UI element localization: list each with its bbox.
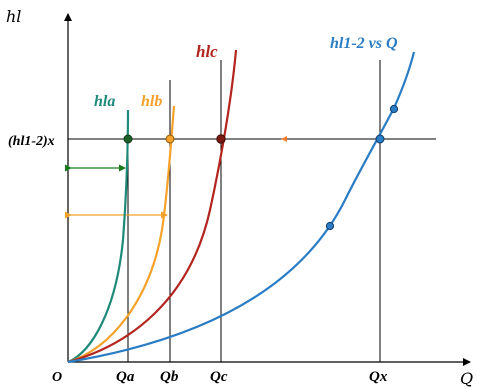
- curve-label-c: hlc: [196, 42, 218, 61]
- curve-label-a: hla: [94, 93, 115, 110]
- curve-b: [67, 105, 176, 364]
- curve-a: [67, 109, 130, 364]
- y-axis-label: hl: [6, 7, 21, 26]
- x-axis-label: Q: [460, 369, 473, 388]
- flow-label-qx: Qx: [369, 369, 388, 385]
- flow-label-qb: Qb: [160, 369, 179, 385]
- marker-b: [165, 134, 175, 144]
- curve-c: [67, 49, 238, 364]
- marker-sys-top: [389, 104, 399, 114]
- curve-label-b: hlb: [141, 93, 162, 110]
- flow-label-qc: Qc: [210, 369, 228, 385]
- curve-system: [67, 51, 416, 364]
- head-line-tick: [281, 136, 287, 142]
- marker-a: [123, 134, 133, 144]
- origin-label: O: [52, 370, 62, 385]
- flow-label-qa: Qa: [116, 369, 135, 385]
- marker-x: [375, 134, 385, 144]
- curve-label-system: hl1-2 vs Q: [330, 35, 398, 52]
- head-label: (hl1-2)x: [8, 134, 55, 149]
- marker-sys-mid: [325, 221, 335, 231]
- marker-c: [216, 134, 226, 144]
